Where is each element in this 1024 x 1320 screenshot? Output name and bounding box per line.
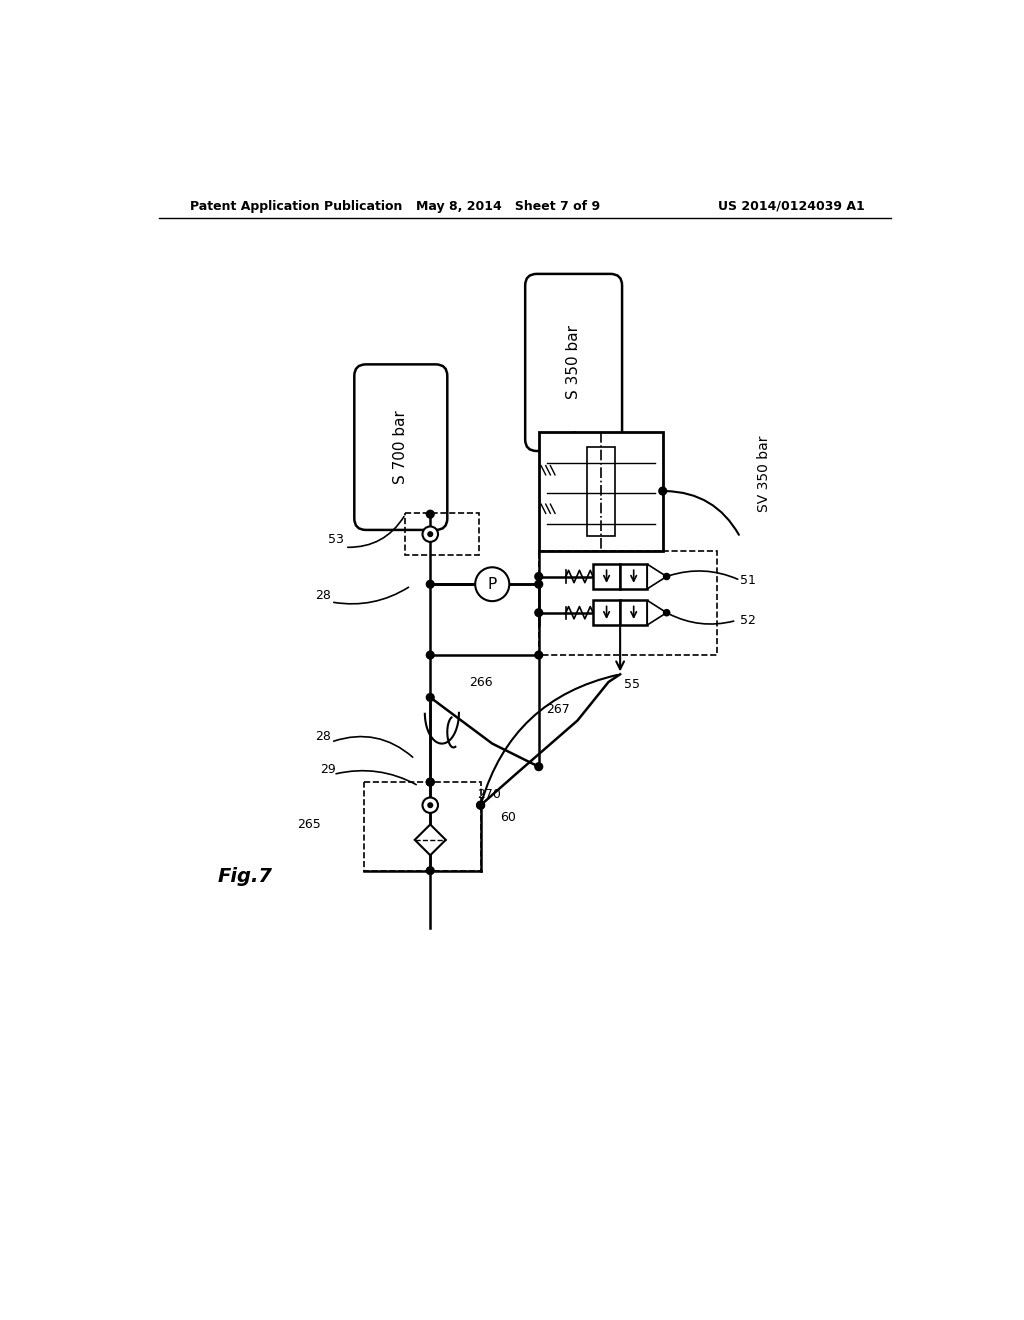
Bar — [593, 564, 621, 589]
Circle shape — [664, 610, 670, 615]
Polygon shape — [647, 564, 667, 589]
Bar — [539, 432, 663, 552]
Circle shape — [658, 487, 667, 495]
Circle shape — [428, 532, 432, 536]
Bar — [365, 781, 480, 871]
Circle shape — [477, 801, 484, 809]
Circle shape — [477, 801, 484, 809]
Polygon shape — [415, 825, 445, 855]
Text: 28: 28 — [315, 589, 332, 602]
Text: Patent Application Publication: Patent Application Publication — [190, 199, 402, 213]
Bar — [621, 564, 647, 589]
Circle shape — [475, 568, 509, 601]
Text: SV 350 bar: SV 350 bar — [757, 436, 770, 512]
Bar — [587, 447, 614, 536]
Text: 55: 55 — [624, 678, 640, 692]
Text: Fig.7: Fig.7 — [217, 867, 272, 886]
Text: 51: 51 — [740, 574, 756, 587]
Text: US 2014/0124039 A1: US 2014/0124039 A1 — [718, 199, 864, 213]
Circle shape — [535, 581, 543, 589]
Circle shape — [426, 779, 434, 785]
Text: 52: 52 — [740, 614, 756, 627]
Polygon shape — [647, 601, 667, 626]
Circle shape — [535, 651, 543, 659]
Text: 266: 266 — [469, 676, 493, 689]
Text: May 8, 2014   Sheet 7 of 9: May 8, 2014 Sheet 7 of 9 — [416, 199, 600, 213]
Bar — [621, 601, 647, 626]
Text: 28: 28 — [315, 730, 332, 743]
Circle shape — [664, 573, 670, 579]
Circle shape — [426, 511, 434, 517]
Text: P: P — [487, 577, 497, 591]
Circle shape — [426, 867, 434, 874]
Circle shape — [426, 693, 434, 701]
Circle shape — [426, 651, 434, 659]
Circle shape — [535, 609, 543, 616]
Text: 53: 53 — [328, 533, 344, 546]
Bar — [539, 552, 717, 655]
Circle shape — [535, 763, 543, 771]
Circle shape — [426, 581, 434, 589]
Text: 267: 267 — [547, 702, 570, 715]
Text: S 700 bar: S 700 bar — [393, 411, 409, 484]
Bar — [593, 601, 621, 626]
Circle shape — [535, 573, 543, 581]
Circle shape — [423, 527, 438, 543]
Bar — [406, 512, 479, 554]
Circle shape — [423, 797, 438, 813]
Circle shape — [426, 779, 434, 785]
Text: 29: 29 — [321, 763, 336, 776]
FancyBboxPatch shape — [354, 364, 447, 529]
Text: 265: 265 — [297, 818, 321, 832]
Text: S 350 bar: S 350 bar — [566, 326, 582, 400]
Text: 60: 60 — [500, 810, 516, 824]
Text: 270: 270 — [477, 788, 501, 800]
FancyBboxPatch shape — [525, 275, 622, 451]
Circle shape — [428, 803, 432, 808]
